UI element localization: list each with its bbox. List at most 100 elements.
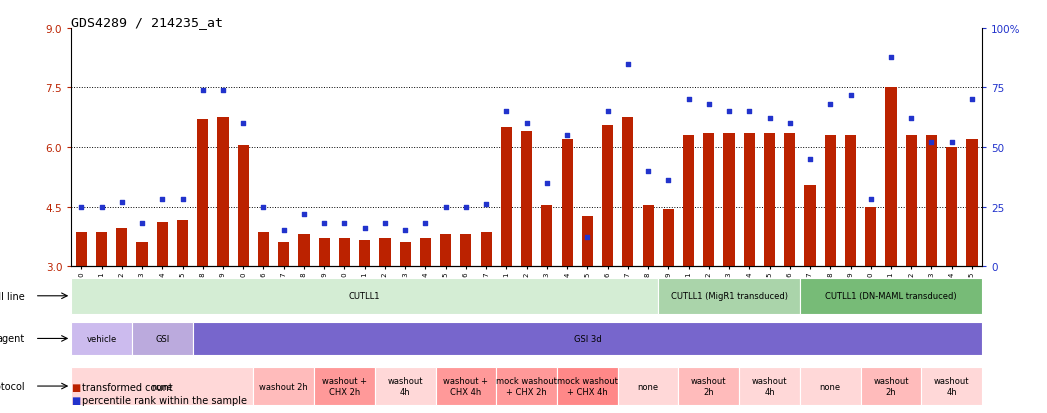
Point <box>255 204 272 210</box>
Bar <box>436 367 496 405</box>
Point <box>93 204 110 210</box>
Point <box>660 178 676 184</box>
Point <box>599 109 616 115</box>
Text: washout +
CHX 2h: washout + CHX 2h <box>322 376 366 396</box>
Bar <box>96 233 107 266</box>
Text: none: none <box>152 382 173 391</box>
Bar <box>861 367 921 405</box>
Point <box>134 221 151 227</box>
Bar <box>845 136 856 266</box>
Text: CUTLL1 (MigR1 transduced): CUTLL1 (MigR1 transduced) <box>670 292 787 301</box>
Bar <box>784 134 796 266</box>
Point <box>923 140 940 146</box>
Text: GSI 3d: GSI 3d <box>574 334 601 343</box>
Bar <box>921 367 982 405</box>
Bar <box>339 239 350 266</box>
Bar <box>298 235 310 266</box>
Bar <box>177 221 188 266</box>
Text: washout
2h: washout 2h <box>873 376 909 396</box>
Text: percentile rank within the sample: percentile rank within the sample <box>82 395 247 405</box>
Bar <box>582 217 593 266</box>
Bar <box>440 235 451 266</box>
Point <box>154 197 171 203</box>
Point <box>316 221 333 227</box>
Bar <box>800 367 861 405</box>
Text: washout
2h: washout 2h <box>691 376 727 396</box>
Point <box>518 121 535 127</box>
Text: protocol: protocol <box>0 381 25 391</box>
Bar <box>723 134 735 266</box>
Text: GDS4289 / 214235_at: GDS4289 / 214235_at <box>71 16 223 29</box>
Point <box>559 133 576 139</box>
Bar <box>157 223 168 266</box>
Point <box>620 61 637 68</box>
Text: none: none <box>638 382 659 391</box>
Bar <box>561 140 573 266</box>
Bar <box>678 367 739 405</box>
Point <box>417 221 433 227</box>
Bar <box>461 235 471 266</box>
Text: washout
4h: washout 4h <box>752 376 787 396</box>
Bar <box>132 322 193 356</box>
Bar <box>318 239 330 266</box>
Bar <box>379 239 391 266</box>
Point <box>538 180 555 187</box>
Bar <box>800 278 982 314</box>
Bar <box>764 134 775 266</box>
Bar <box>966 140 978 266</box>
Point <box>822 102 839 108</box>
Text: mock washout
+ CHX 4h: mock washout + CHX 4h <box>557 376 618 396</box>
Bar <box>481 233 492 266</box>
Text: washout
4h: washout 4h <box>387 376 423 396</box>
Point <box>174 197 191 203</box>
Bar <box>238 146 249 266</box>
Bar <box>420 239 431 266</box>
Bar <box>258 233 269 266</box>
Point <box>73 204 90 210</box>
Bar <box>886 88 896 266</box>
Bar <box>71 278 659 314</box>
Point <box>640 168 656 175</box>
Point <box>720 109 737 115</box>
Point <box>295 211 312 218</box>
Text: none: none <box>820 382 841 391</box>
Point <box>579 235 596 241</box>
Bar <box>218 118 228 266</box>
Bar <box>906 136 917 266</box>
Text: agent: agent <box>0 334 25 344</box>
Point <box>781 121 798 127</box>
Bar <box>743 134 755 266</box>
Bar <box>804 185 816 266</box>
Point <box>863 197 879 203</box>
Point <box>477 202 494 208</box>
Point <box>681 97 697 104</box>
Point <box>215 88 231 94</box>
Point <box>498 109 515 115</box>
Point <box>195 88 211 94</box>
Bar <box>71 322 132 356</box>
Bar <box>314 367 375 405</box>
Point <box>397 228 414 234</box>
Bar <box>496 367 557 405</box>
Text: washout +
CHX 4h: washout + CHX 4h <box>444 376 488 396</box>
Point <box>235 121 251 127</box>
Bar <box>683 136 694 266</box>
Bar <box>75 233 87 266</box>
Point <box>700 102 717 108</box>
Bar <box>926 136 937 266</box>
Text: CUTLL1 (DN-MAML transduced): CUTLL1 (DN-MAML transduced) <box>825 292 957 301</box>
Point <box>903 116 919 123</box>
Point <box>458 204 474 210</box>
Bar <box>400 243 410 266</box>
Point <box>275 228 292 234</box>
Bar <box>739 367 800 405</box>
Bar <box>253 367 314 405</box>
Text: vehicle: vehicle <box>87 334 116 343</box>
Text: CUTLL1: CUTLL1 <box>349 292 380 301</box>
Text: ■: ■ <box>71 395 81 405</box>
Point <box>963 97 980 104</box>
Point <box>802 156 819 163</box>
Bar <box>704 134 714 266</box>
Bar <box>500 128 512 266</box>
Point <box>741 109 758 115</box>
